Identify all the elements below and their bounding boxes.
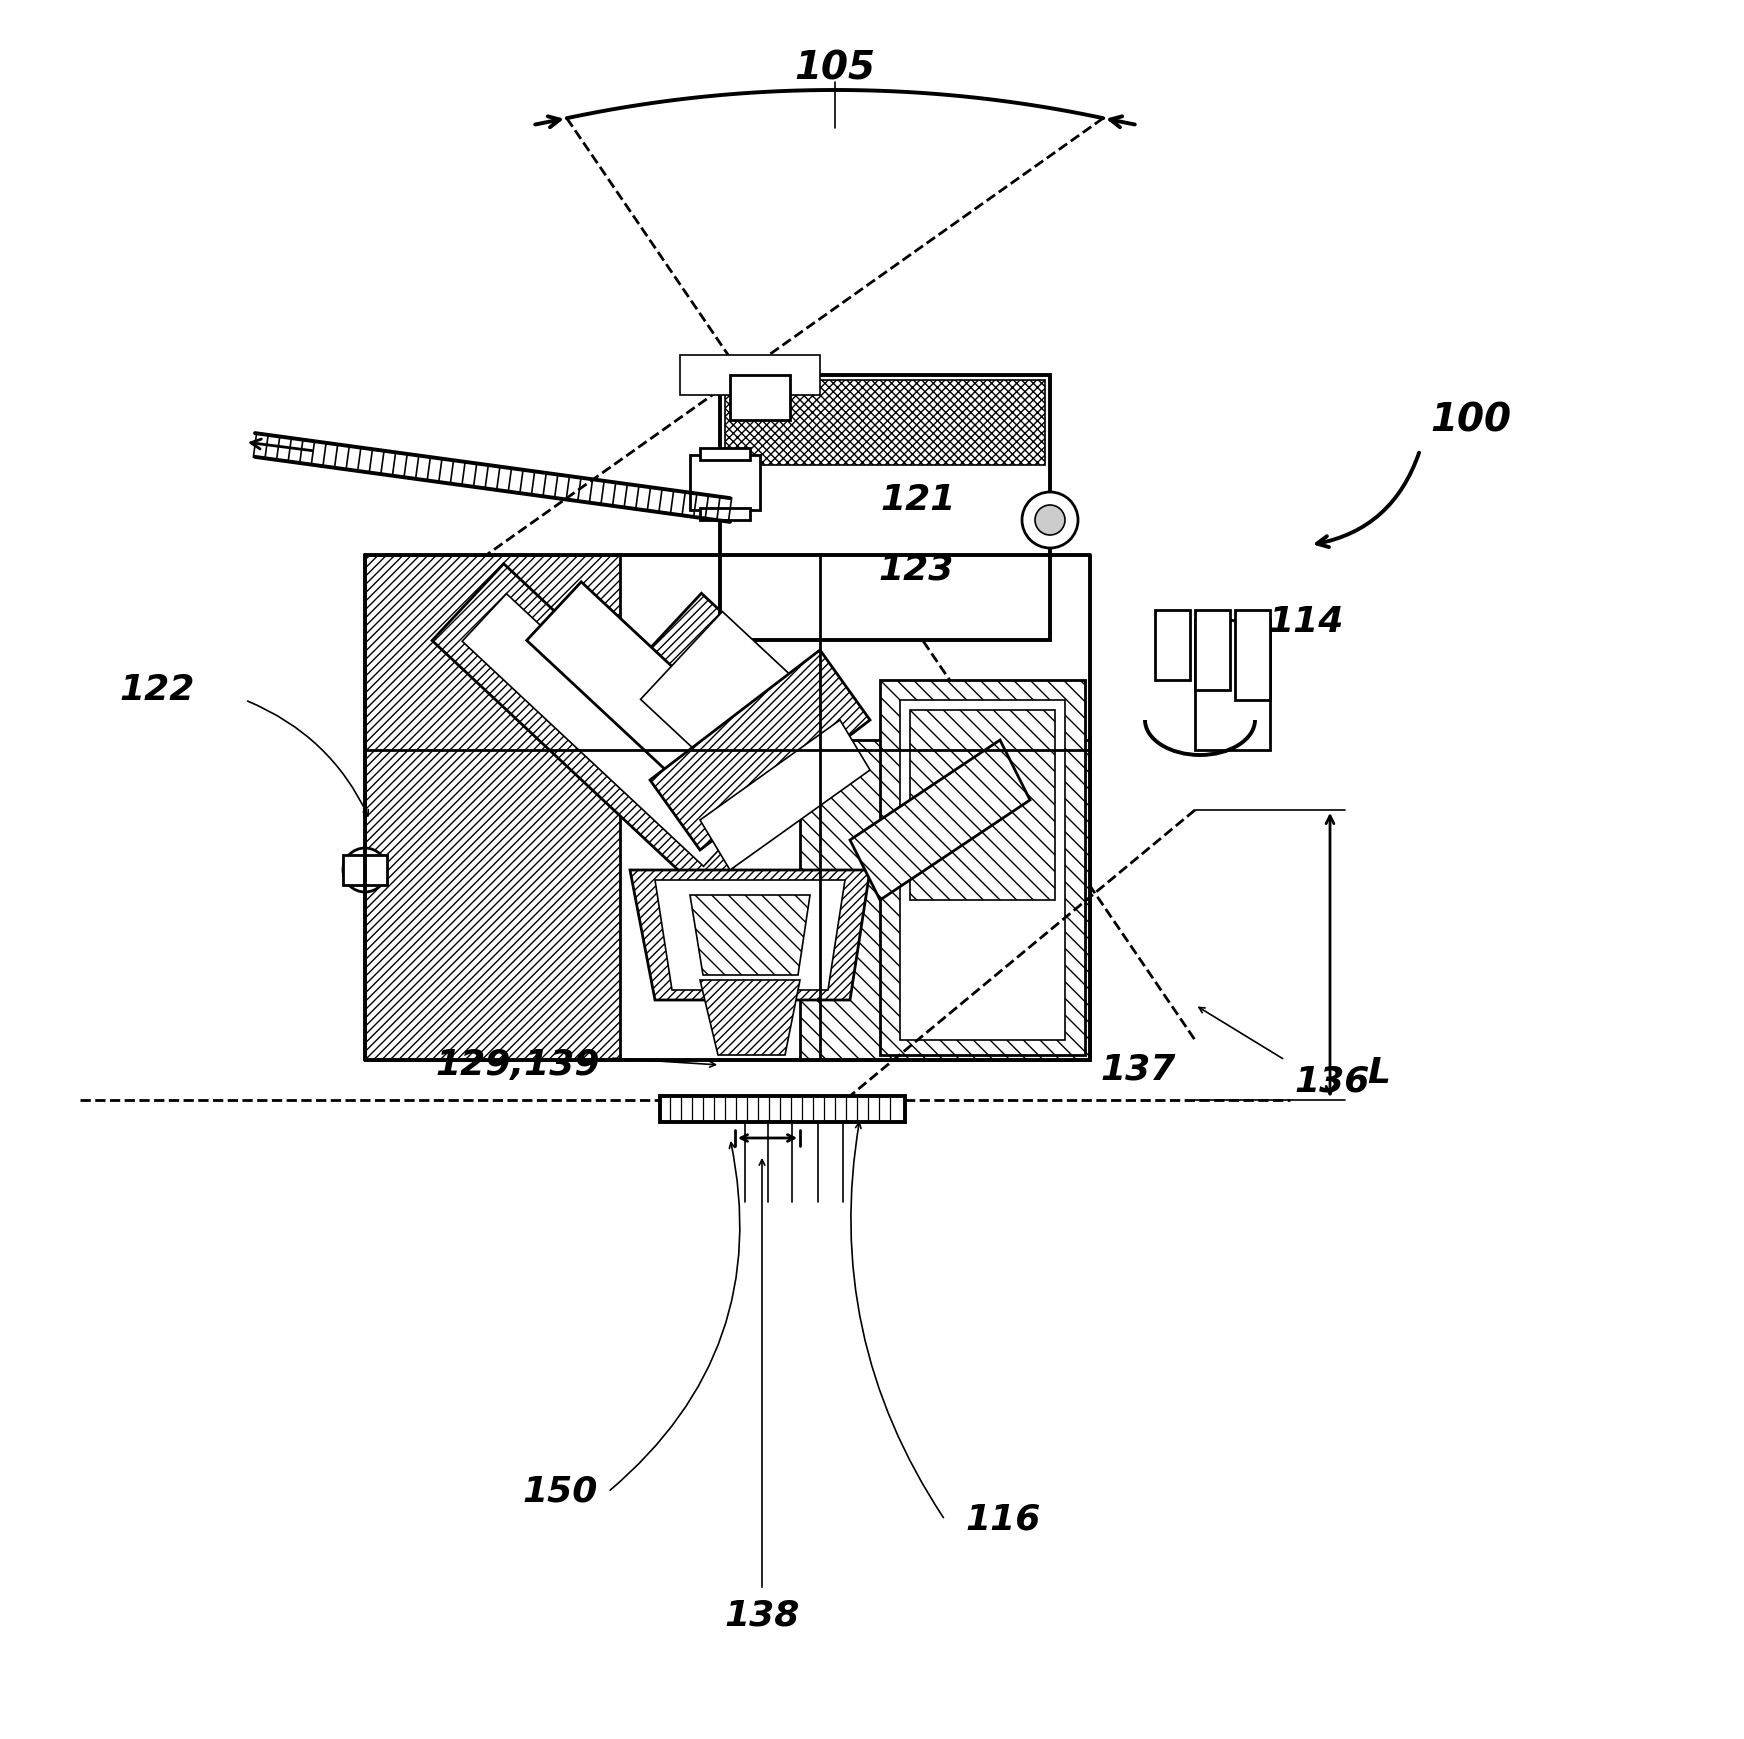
Text: 116: 116: [964, 1502, 1041, 1537]
Text: 150: 150: [523, 1475, 598, 1509]
Text: 137: 137: [1100, 1052, 1175, 1085]
Polygon shape: [691, 896, 809, 976]
Text: 105: 105: [795, 49, 875, 87]
Polygon shape: [691, 456, 760, 510]
Polygon shape: [1235, 610, 1270, 701]
Polygon shape: [651, 650, 870, 850]
Polygon shape: [900, 701, 1066, 1040]
Polygon shape: [1195, 621, 1270, 750]
Polygon shape: [731, 376, 790, 421]
Polygon shape: [656, 880, 846, 989]
Polygon shape: [720, 376, 1050, 640]
Polygon shape: [364, 555, 621, 1061]
Polygon shape: [699, 449, 750, 461]
Polygon shape: [433, 563, 778, 896]
Text: 100: 100: [1430, 402, 1510, 438]
Polygon shape: [659, 1096, 905, 1122]
Polygon shape: [1195, 610, 1230, 690]
Polygon shape: [910, 710, 1055, 901]
Polygon shape: [680, 355, 820, 395]
Polygon shape: [699, 508, 750, 520]
Text: 122: 122: [120, 673, 195, 708]
Polygon shape: [699, 720, 870, 870]
Circle shape: [344, 849, 387, 892]
Polygon shape: [800, 741, 1090, 1061]
Text: 136: 136: [1294, 1064, 1369, 1099]
Polygon shape: [344, 856, 387, 885]
Polygon shape: [593, 593, 848, 847]
Text: 123: 123: [877, 553, 954, 588]
Text: 138: 138: [724, 1598, 800, 1631]
Text: 114: 114: [1268, 605, 1343, 638]
Circle shape: [1034, 504, 1066, 536]
Polygon shape: [630, 870, 870, 1000]
Polygon shape: [849, 741, 1031, 901]
Text: 129,139: 129,139: [436, 1049, 600, 1082]
Circle shape: [1022, 492, 1078, 548]
Polygon shape: [527, 583, 794, 838]
Polygon shape: [640, 612, 839, 809]
Text: L: L: [1367, 1056, 1390, 1090]
Polygon shape: [462, 593, 748, 866]
Polygon shape: [1155, 610, 1189, 680]
Polygon shape: [881, 680, 1085, 1056]
Polygon shape: [726, 381, 1045, 464]
Text: 121: 121: [881, 483, 956, 516]
Polygon shape: [699, 981, 800, 1056]
